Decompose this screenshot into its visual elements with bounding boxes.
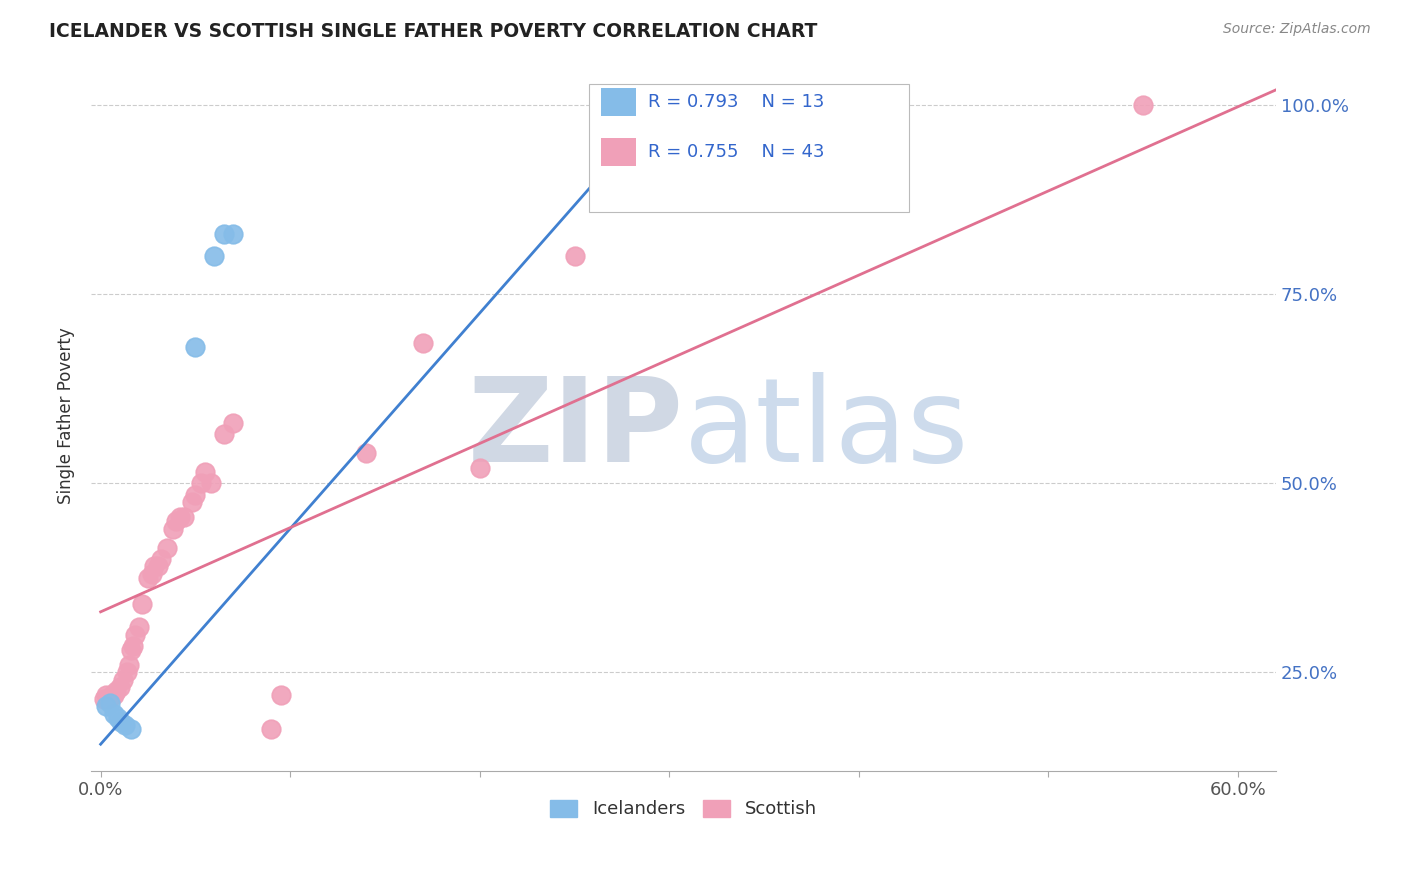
Scottish (93, 691, 115, 706)
Icelanders (222, 227, 245, 241)
Icelanders (98, 696, 121, 710)
Scottish (108, 681, 131, 695)
Scottish (162, 522, 184, 536)
Scottish (184, 487, 207, 501)
Scottish (564, 249, 586, 263)
Scottish (124, 627, 146, 641)
Scottish (142, 559, 165, 574)
Legend: Icelanders, Scottish: Icelanders, Scottish (543, 792, 824, 826)
Text: ZIP: ZIP (468, 372, 683, 487)
Icelanders (107, 711, 129, 725)
Scottish (118, 657, 141, 672)
Text: atlas: atlas (683, 372, 969, 487)
Scottish (115, 665, 138, 680)
Scottish (96, 688, 118, 702)
Scottish (101, 688, 124, 702)
Icelanders (658, 98, 681, 112)
Scottish (810, 98, 832, 112)
Scottish (354, 446, 377, 460)
Scottish (696, 98, 718, 112)
Scottish (169, 510, 191, 524)
Scottish (146, 559, 169, 574)
Scottish (103, 688, 125, 702)
Scottish (620, 98, 643, 112)
Scottish (121, 639, 143, 653)
Scottish (222, 416, 245, 430)
Scottish (128, 620, 150, 634)
Scottish (150, 552, 173, 566)
Scottish (112, 673, 135, 687)
Scottish (468, 461, 491, 475)
Y-axis label: Single Father Poverty: Single Father Poverty (58, 326, 75, 503)
FancyBboxPatch shape (600, 138, 636, 166)
Scottish (412, 336, 434, 351)
Text: R = 0.755    N = 43: R = 0.755 N = 43 (648, 143, 824, 161)
Icelanders (184, 340, 207, 354)
Scottish (260, 722, 283, 736)
Scottish (190, 476, 212, 491)
Icelanders (202, 249, 225, 263)
Scottish (156, 541, 179, 555)
Text: R = 0.793    N = 13: R = 0.793 N = 13 (648, 94, 824, 112)
Icelanders (96, 699, 118, 714)
Text: ICELANDER VS SCOTTISH SINGLE FATHER POVERTY CORRELATION CHART: ICELANDER VS SCOTTISH SINGLE FATHER POVE… (49, 22, 817, 41)
Scottish (120, 642, 142, 657)
Icelanders (120, 722, 142, 736)
Scottish (270, 688, 292, 702)
FancyBboxPatch shape (589, 85, 908, 212)
Scottish (104, 684, 127, 698)
Scottish (141, 567, 163, 582)
Text: Source: ZipAtlas.com: Source: ZipAtlas.com (1223, 22, 1371, 37)
FancyBboxPatch shape (600, 88, 636, 117)
Icelanders (212, 227, 235, 241)
Scottish (212, 427, 235, 442)
Scottish (136, 571, 159, 585)
Icelanders (103, 706, 125, 721)
Scottish (166, 514, 188, 528)
Scottish (200, 476, 222, 491)
Icelanders (114, 718, 136, 732)
Icelanders (110, 714, 132, 729)
Icelanders (620, 98, 643, 112)
Scottish (658, 98, 681, 112)
Scottish (131, 597, 153, 611)
Scottish (173, 510, 195, 524)
Scottish (97, 691, 120, 706)
Scottish (194, 465, 217, 479)
Scottish (180, 495, 202, 509)
Scottish (1132, 98, 1154, 112)
